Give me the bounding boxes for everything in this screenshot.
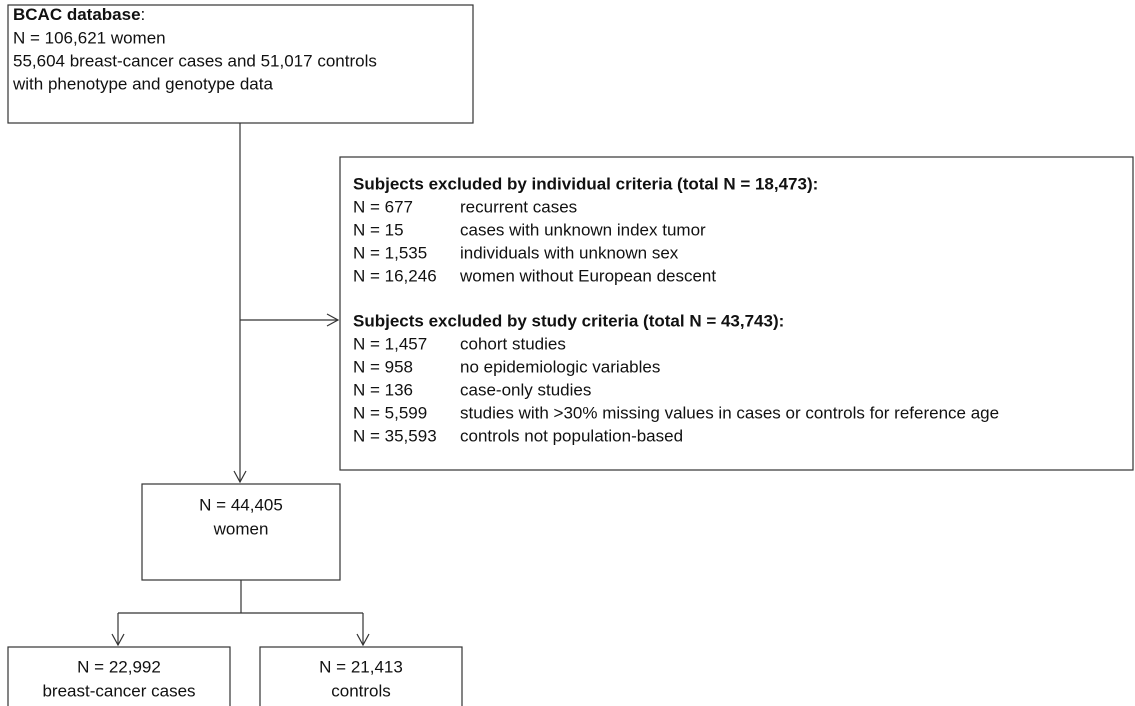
exclusion-reason: cohort studies [460, 334, 566, 353]
top-title-line: BCAC database: [13, 5, 145, 24]
top-title: BCAC database [13, 5, 141, 24]
top-line: N = 106,621 women [13, 28, 166, 47]
exclusion-count: N = 958 [353, 357, 413, 376]
exclusion-count: N = 1,457 [353, 334, 427, 353]
group-heading: Subjects excluded by study criteria (tot… [353, 311, 784, 330]
top-box [7, 4, 474, 124]
top-title-suffix: : [141, 5, 146, 24]
top-line: 55,604 breast-cancer cases and 51,017 co… [13, 51, 377, 70]
outcome-line: N = 21,413 [319, 657, 403, 676]
exclusion-count: N = 136 [353, 380, 413, 399]
group-heading: Subjects excluded by individual criteria… [353, 174, 818, 193]
result-line: women [213, 519, 269, 538]
result-box [141, 483, 341, 581]
exclusion-reason: cases with unknown index tumor [460, 220, 706, 239]
exclusion-reason: no epidemiologic variables [460, 357, 660, 376]
exclusion-reason: controls not population-based [460, 426, 683, 445]
exclusion-reason: women without European descent [459, 266, 716, 285]
exclusion-reason: individuals with unknown sex [460, 243, 679, 262]
exclusion-count: N = 677 [353, 197, 413, 216]
exclusion-reason: case-only studies [460, 380, 591, 399]
exclusion-count: N = 16,246 [353, 266, 437, 285]
outcome-line: breast-cancer cases [42, 681, 195, 700]
exclusion-count: N = 35,593 [353, 426, 437, 445]
result-line: N = 44,405 [199, 495, 283, 514]
exclusion-count: N = 15 [353, 220, 404, 239]
exclusion-reason: recurrent cases [460, 197, 577, 216]
top-line: with phenotype and genotype data [12, 74, 273, 93]
outcome-box [7, 646, 231, 706]
exclusion-box [339, 156, 1134, 471]
exclusion-count: N = 1,535 [353, 243, 427, 262]
exclusion-reason: studies with >30% missing values in case… [460, 403, 999, 422]
exclusion-count: N = 5,599 [353, 403, 427, 422]
outcome-line: N = 22,992 [77, 657, 161, 676]
outcome-box [259, 646, 463, 706]
outcome-line: controls [331, 681, 391, 700]
